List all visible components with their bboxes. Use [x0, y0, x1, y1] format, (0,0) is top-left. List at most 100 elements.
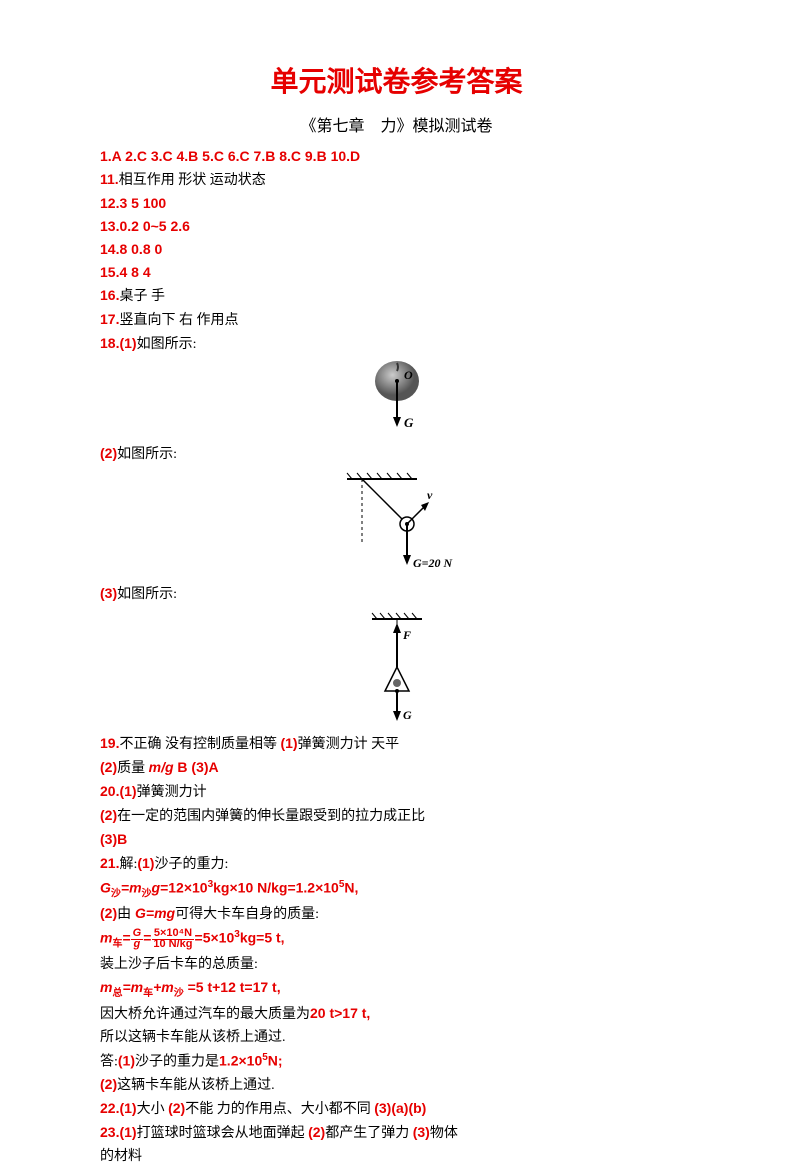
q13-ans: 0.2 0~5 2.6: [119, 218, 189, 234]
q17-ans: 竖直向下 右 作用点: [119, 313, 238, 328]
q20-2: (2)在一定的范围内弹簧的伸长量跟受到的拉力成正比: [100, 805, 693, 827]
q12-ans: 3 5 100: [119, 195, 166, 211]
q23: 23.(1)打篮球时篮球会从地面弹起 (2)都产生了弹力 (3)物体: [100, 1122, 693, 1144]
q21-eq1: G沙=m沙g=12×103kg×10 N/kg=1.2×105N,: [100, 877, 693, 901]
q21-p1: (1): [137, 855, 154, 871]
eq2-b: =: [122, 930, 130, 946]
q11: 11.相互作用 形状 运动状态: [100, 169, 693, 191]
q20-2-p: (2): [100, 807, 117, 823]
eq3-b: =m: [122, 979, 143, 995]
q21-7: (2)这辆卡车能从该桥上通过.: [100, 1074, 693, 1096]
fig-hanging: F G: [357, 609, 437, 729]
q19-2: (2)质量 m/g B (3)A: [100, 757, 693, 779]
q16: 16.桌子 手: [100, 285, 693, 307]
q16-ans: 桌子 手: [119, 289, 165, 304]
q23-a: 打篮球时篮球会从地面弹起: [137, 1126, 309, 1141]
q20-2-ans: 在一定的范围内弹簧的伸长量跟受到的拉力成正比: [117, 809, 425, 824]
q20-3-ans: B: [117, 831, 127, 847]
eq2-sub-a: 车: [112, 939, 122, 950]
q11-ans: 相互作用 形状 运动状态: [119, 173, 266, 188]
q19-a: 不正确 没有控制质量相等: [119, 737, 280, 752]
eq2-fb: g: [132, 938, 143, 950]
q17: 17.竖直向下 右 作用点: [100, 309, 693, 331]
q21-2a-p: (2): [100, 905, 117, 921]
q21-6-b: 沙子的重力是: [135, 1054, 219, 1069]
q19-p1: (1): [280, 735, 297, 751]
q21-5: 所以这辆卡车能从该桥上通过.: [100, 1027, 693, 1048]
fig3-f-label: F: [402, 628, 411, 642]
q21-2a-b: 可得大卡车自身的质量:: [175, 907, 319, 922]
q21-7-p: (2): [100, 1076, 117, 1092]
eq2-d: =5×10: [195, 930, 235, 946]
q18-ans: 如图所示:: [137, 337, 197, 352]
q16-num: 16.: [100, 287, 119, 303]
q19-num: 19.: [100, 735, 119, 751]
eq1-b: =m: [121, 880, 142, 896]
q21-6-d: N;: [268, 1052, 283, 1068]
q21-eq3: m总=m车+m沙 =5 t+12 t=17 t,: [100, 977, 693, 1001]
q20-3-p: (3): [100, 831, 117, 847]
eq2-e: kg=5 t,: [240, 930, 285, 946]
q15: 15.4 8 4: [100, 262, 693, 283]
q21: 21.解:(1)沙子的重力:: [100, 853, 693, 875]
q19: 19.不正确 没有控制质量相等 (1)弹簧测力计 天平: [100, 733, 693, 755]
q22-a: 大小: [137, 1102, 169, 1117]
q18-2-num: (2): [100, 445, 117, 461]
main-title: 单元测试卷参考答案: [100, 60, 693, 100]
q18-3-ans: 如图所示:: [117, 587, 177, 602]
q22-p3: (3): [374, 1100, 391, 1116]
q19-2-mg: m/g: [149, 759, 174, 775]
q21-4: 因大桥允许通过汽车的最大质量为20 t>17 t,: [100, 1003, 693, 1025]
eq3-sub-b: 车: [143, 988, 153, 999]
eq1-a: G: [100, 880, 111, 896]
eq2-a: m: [100, 930, 112, 946]
q23-num: 23.(1): [100, 1124, 137, 1140]
fig-apple-gravity: O G: [352, 359, 442, 439]
eq1-d: =12×10: [160, 880, 208, 896]
q21-6: 答:(1)沙子的重力是1.2×105N;: [100, 1050, 693, 1073]
q18-num: 18.(1): [100, 335, 137, 351]
q18-1: 18.(1)如图所示:: [100, 333, 693, 355]
eq3-sub-c: 沙: [174, 988, 184, 999]
q21-4-a: 因大桥允许通过汽车的最大质量为: [100, 1007, 310, 1022]
q18-3-num: (3): [100, 585, 117, 601]
q14: 14.8 0.8 0: [100, 239, 693, 260]
fig1-g-label: G: [404, 415, 414, 430]
fig2-v-label: v: [427, 488, 433, 502]
q23-p3: (3): [413, 1124, 430, 1140]
fig3-g-label: G: [403, 708, 412, 722]
q19-2-p2: (2): [100, 759, 117, 775]
q18-2: (2)如图所示:: [100, 443, 693, 465]
eq1-f: N,: [344, 880, 358, 896]
q21-num: 21.: [100, 855, 119, 871]
q13-num: 13.: [100, 218, 119, 234]
eq2-fb2: 10 N/kg: [151, 938, 194, 950]
q19-2-c: A: [209, 759, 219, 775]
q20-num: 20.(1): [100, 783, 137, 799]
q21-2a-a: 由: [117, 907, 131, 922]
q21-4-b: 20 t>17 t,: [310, 1005, 370, 1021]
q18-2-ans: 如图所示:: [117, 447, 177, 462]
q21-eq2: m车=Gg=5×10⁴N10 N/kg=5×103kg=5 t,: [100, 927, 693, 951]
q22: 22.(1)大小 (2)不能 力的作用点、大小都不同 (3)(a)(b): [100, 1098, 693, 1120]
q14-ans: 8 0.8 0: [119, 241, 162, 257]
q20-3: (3)B: [100, 829, 693, 851]
choice-answers: 1.A 2.C 3.C 4.B 5.C 6.C 7.B 8.C 9.B 10.D: [100, 146, 693, 167]
q23-p2: (2): [308, 1124, 325, 1140]
q19-2-p3: (3): [191, 759, 208, 775]
q13: 13.0.2 0~5 2.6: [100, 216, 693, 237]
fig2-g-label: G=20 N: [413, 556, 454, 570]
q23-2: 的材料: [100, 1146, 693, 1167]
eq1-sub-a: 沙: [111, 888, 121, 899]
q19-b: 弹簧测力计 天平: [298, 737, 400, 752]
eq1-e: kg×10 N/kg=1.2×10: [213, 880, 339, 896]
q19-2-a: 质量: [117, 761, 149, 776]
q11-num: 11.: [100, 171, 119, 187]
eq3-a: m: [100, 979, 112, 995]
q12: 12.3 5 100: [100, 193, 693, 214]
q23-c: 物体: [430, 1126, 458, 1141]
q20-ans: 弹簧测力计: [137, 785, 207, 800]
q21-a: 解:: [119, 857, 137, 872]
q18-3: (3)如图所示:: [100, 583, 693, 605]
q21-6-a: 答:: [100, 1054, 118, 1069]
